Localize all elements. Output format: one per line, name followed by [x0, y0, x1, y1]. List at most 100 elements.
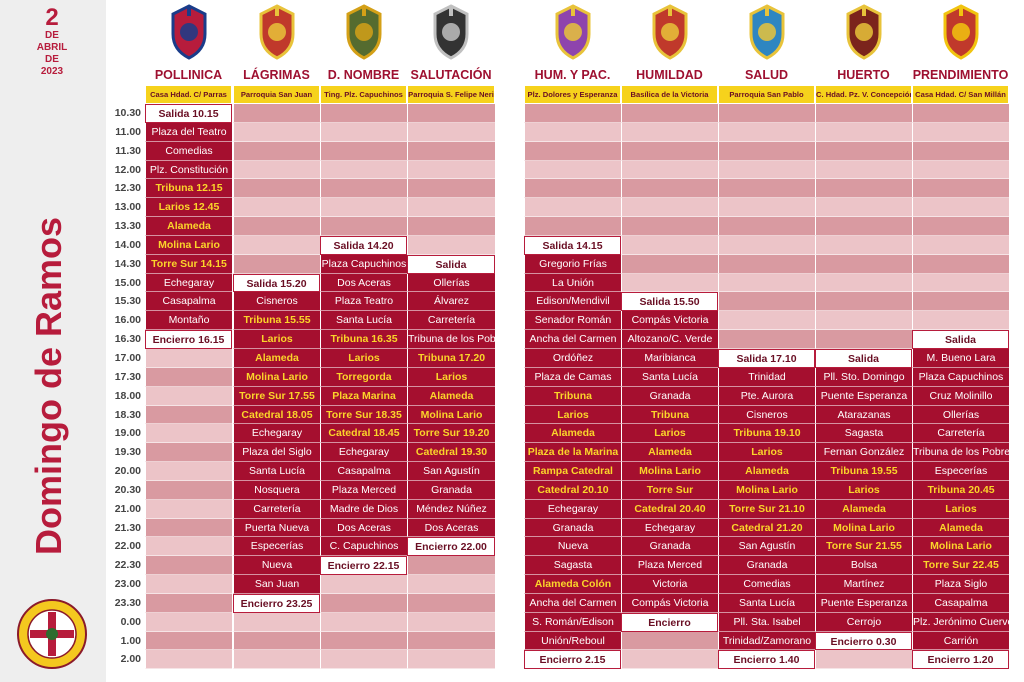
page-title-wrap: Domingo de Ramos: [4, 196, 94, 576]
empty-cell: [718, 330, 815, 349]
empty-cell: [815, 198, 912, 218]
empty-cell: [407, 198, 495, 218]
schedule-cell: Plaza del Teatro: [145, 122, 232, 142]
schedule-cell: Larios: [524, 405, 621, 425]
schedule-cell: Granada: [407, 480, 495, 500]
emblem-prendimiento-icon: [943, 4, 978, 60]
empty-cell: [145, 462, 232, 481]
empty-cell: [718, 292, 815, 312]
time-label: 19.00: [114, 427, 141, 440]
schedule-cell: San Juan: [233, 575, 320, 594]
empty-cell: [233, 254, 320, 274]
time-label: 11.00: [115, 125, 141, 138]
schedule-cell: Plaza Capuchinos: [320, 254, 407, 274]
schedule-cell: Santa Lucía: [621, 367, 718, 387]
column-2: D. NOMBRE Ting. Plz. Capuchinos Salida 14.…: [320, 64, 407, 670]
schedule-cell: Echegaray: [320, 443, 407, 463]
schedule-cell: Tribuna 17.20: [407, 348, 495, 368]
date-de-2: DE: [45, 54, 59, 65]
empty-cell: [815, 235, 912, 255]
schedule-cell: Larios: [912, 499, 1009, 519]
schedule-cell: Plaza Capuchinos: [912, 367, 1009, 387]
empty-cell: [407, 556, 495, 576]
schedule-cell: Salida 15.50: [621, 292, 718, 312]
schedule-cell: Puente Esperanza: [815, 386, 912, 406]
time-label: 16.00: [114, 314, 141, 327]
empty-cell: [407, 217, 495, 236]
empty-cell: [621, 650, 718, 670]
empty-cell: [407, 650, 495, 670]
empty-cell: [912, 104, 1009, 123]
schedule-cell: La Unión: [524, 273, 621, 293]
empty-cell: [145, 480, 232, 500]
schedule-cell: Cisneros: [718, 405, 815, 425]
empty-cell: [718, 217, 815, 236]
column-origin: Parroquia San Juan: [234, 86, 319, 103]
time-label: 15.30: [114, 295, 141, 308]
empty-cell: [233, 141, 320, 161]
empty-cell: [145, 348, 232, 368]
schedule-cell: Ollerías: [912, 405, 1009, 425]
empty-cell: [912, 198, 1009, 218]
column-header: HUERTO: [837, 68, 890, 82]
time-label: 14.30: [114, 257, 141, 270]
time-label: 18.00: [114, 389, 141, 402]
schedule-cell: Trinidad/Zamorano: [718, 631, 815, 651]
column-7: HUERTO C. Hdad. Pz. V. Concepción Salida Pl…: [815, 64, 912, 670]
time-label: 22.30: [114, 559, 141, 572]
schedule-cell: Alameda: [524, 424, 621, 444]
schedule-cell: Catedral 18.45: [320, 424, 407, 444]
schedule-cell: Molina Lario: [718, 480, 815, 500]
empty-cell: [815, 179, 912, 199]
empty-cell: [621, 122, 718, 142]
empty-cell: [320, 179, 407, 199]
empty-cell: [145, 367, 232, 387]
empty-cell: [233, 179, 320, 199]
time-label: 21.00: [114, 502, 141, 515]
time-label: 22.00: [114, 540, 141, 553]
schedule-cell: Maribianca: [621, 348, 718, 368]
empty-cell: [233, 631, 320, 651]
schedule-cell: Tribuna 15.55: [233, 311, 320, 331]
time-label: 16.30: [114, 333, 141, 346]
empty-cell: [815, 650, 912, 670]
empty-cell: [621, 160, 718, 180]
schedule-cell: Molina Lario: [145, 235, 232, 255]
schedule-cell: S. Román/Edison: [524, 612, 621, 632]
column-origin: Ting. Plz. Capuchinos: [321, 86, 406, 103]
empty-cell: [718, 141, 815, 161]
schedule-cell: San Agustín: [407, 462, 495, 481]
schedule-cell: Edison/Mendivil: [524, 292, 621, 312]
empty-cell: [524, 217, 621, 236]
empty-cell: [233, 235, 320, 255]
schedule-cell: Tribuna 19.55: [815, 462, 912, 481]
empty-cell: [320, 160, 407, 180]
schedule-cell: Plz. Constitución: [145, 160, 232, 180]
schedule-cell: Torre Sur 19.20: [407, 424, 495, 444]
schedule-cell: Dos Aceras: [407, 518, 495, 538]
schedule-cell: Torregorda: [320, 367, 407, 387]
schedule-cell: Casapalma: [912, 593, 1009, 613]
empty-cell: [407, 104, 495, 123]
empty-cell: [320, 575, 407, 594]
schedule-cell: Alameda: [145, 217, 232, 236]
schedule-cell: Salida 17.10: [718, 348, 815, 368]
schedule-cell: Comedias: [145, 141, 232, 161]
schedule-cell: Dos Aceras: [320, 518, 407, 538]
empty-cell: [320, 122, 407, 142]
column-origin: Plz. Dolores y Esperanza: [525, 86, 620, 103]
schedule-cell: Encierro 1.40: [718, 650, 815, 670]
empty-cell: [407, 160, 495, 180]
empty-cell: [407, 235, 495, 255]
empty-cell: [621, 198, 718, 218]
empty-cell: [718, 311, 815, 331]
empty-cell: [320, 198, 407, 218]
schedule-cell: Sagasta: [524, 556, 621, 576]
empty-cell: [815, 141, 912, 161]
empty-cell: [718, 179, 815, 199]
schedule-cell: Alameda: [407, 386, 495, 406]
schedule-cell: Larios: [407, 367, 495, 387]
schedule-cell: Plaza de Camas: [524, 367, 621, 387]
schedule-cell: Sagasta: [815, 424, 912, 444]
schedule-cell: Ollerías: [407, 273, 495, 293]
